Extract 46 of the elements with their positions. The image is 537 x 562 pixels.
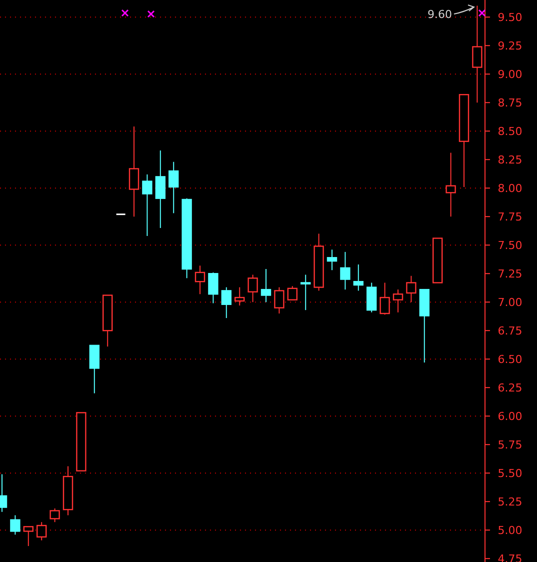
y-tick-label: 8.50	[498, 124, 522, 138]
y-tick-label: 8.25	[498, 153, 522, 166]
candlestick	[300, 274, 311, 311]
candlestick	[274, 286, 284, 314]
candlestick	[89, 344, 100, 394]
y-tick-label: 7.75	[498, 210, 522, 224]
candlestick	[287, 286, 298, 300]
candlestick	[366, 282, 377, 313]
y-tick-label: 9.00	[498, 68, 522, 81]
y-tick-label: 5.00	[498, 524, 522, 537]
annotation: 9.60	[428, 8, 452, 21]
y-tick-label: 5.50	[498, 466, 522, 480]
y-tick-label: 6.75	[498, 324, 522, 338]
y-tick-label: 9.50	[498, 10, 522, 24]
y-tick-label: 5.25	[498, 495, 522, 508]
candlestick	[234, 286, 245, 306]
candlestick	[128, 126, 140, 218]
candlestick	[380, 282, 390, 316]
candlestick	[155, 150, 166, 228]
y-tick-label: 6.25	[498, 381, 522, 394]
candlestick	[221, 286, 232, 319]
candlestick	[142, 174, 152, 236]
y-tick-label: 6.00	[498, 410, 522, 423]
y-tick-label: 7.25	[498, 267, 522, 280]
candlestick	[36, 522, 47, 541]
candlestick	[260, 268, 272, 303]
candlestick	[23, 526, 34, 547]
y-tick-label: 5.75	[498, 438, 522, 452]
candlestick	[446, 152, 456, 218]
candlestick	[353, 264, 364, 292]
candlestick	[50, 508, 60, 523]
candlestick	[194, 265, 206, 295]
candlestick	[392, 289, 404, 313]
candlestick	[340, 251, 350, 290]
candlestick	[168, 161, 179, 214]
y-tick-label: 8.00	[498, 182, 522, 195]
y-tick-label: 9.25	[498, 39, 522, 52]
candlestick	[10, 514, 20, 536]
candlestick	[208, 272, 218, 304]
candlestick	[248, 274, 258, 303]
y-tick-label: 6.50	[498, 352, 522, 366]
candlestick	[406, 275, 416, 303]
y-tick-label: 7.50	[498, 238, 522, 252]
candlestick	[326, 249, 338, 271]
y-tick-label: 7.00	[498, 296, 522, 309]
y-tick-label: 8.75	[498, 96, 522, 110]
